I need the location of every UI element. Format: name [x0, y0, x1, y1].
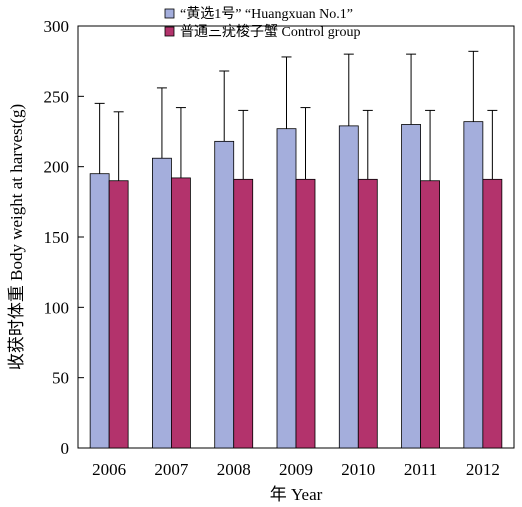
- x-tick-label: 2008: [217, 460, 251, 479]
- x-tick-label: 2006: [92, 460, 126, 479]
- bar: [89, 173, 110, 449]
- legend-label: 普通三疣梭子蟹 Control group: [180, 23, 360, 40]
- x-tick-label: 2009: [279, 460, 313, 479]
- bar: [152, 157, 172, 449]
- y-axis: 0 50 100 150 200 250 300: [44, 17, 84, 458]
- x-axis-title: 年 Year: [270, 485, 323, 504]
- y-tick-label: 200: [44, 158, 70, 177]
- y-tick-label: 100: [44, 298, 70, 317]
- bar: [295, 178, 316, 449]
- y-axis-title: 收获时体重 Body weight at harvest(g): [7, 104, 26, 370]
- bar: [482, 178, 503, 449]
- legend-label: “黄选1号” “Huangxuan No.1”: [180, 5, 353, 22]
- y-tick-label: 250: [44, 87, 70, 106]
- bar: [276, 128, 297, 449]
- x-tick-label: 2007: [154, 460, 189, 479]
- bar: [420, 180, 440, 449]
- error-bars-layer: [94, 50, 498, 181]
- x-axis: 2006 2007 2008 2009 2010 2011 2012: [92, 460, 500, 479]
- bar: [214, 140, 235, 449]
- x-tick-label: 2011: [404, 460, 437, 479]
- y-tick-label: 150: [44, 228, 70, 247]
- bar: [357, 178, 378, 449]
- y-tick-label: 0: [61, 439, 70, 458]
- bar: [338, 125, 359, 449]
- x-tick-label: 2010: [341, 460, 375, 479]
- bars-layer: [89, 121, 503, 449]
- bar: [108, 180, 129, 449]
- bar: [401, 124, 421, 449]
- legend: “黄选1号” “Huangxuan No.1”普通三疣梭子蟹 Control g…: [164, 5, 360, 40]
- x-tick-label: 2012: [466, 460, 500, 479]
- bar: [233, 178, 254, 449]
- bar: [171, 177, 191, 449]
- legend-swatch: [164, 8, 175, 19]
- y-tick-label: 300: [44, 17, 70, 36]
- bar: [463, 121, 484, 449]
- legend-swatch: [164, 26, 175, 37]
- y-tick-label: 50: [52, 369, 69, 388]
